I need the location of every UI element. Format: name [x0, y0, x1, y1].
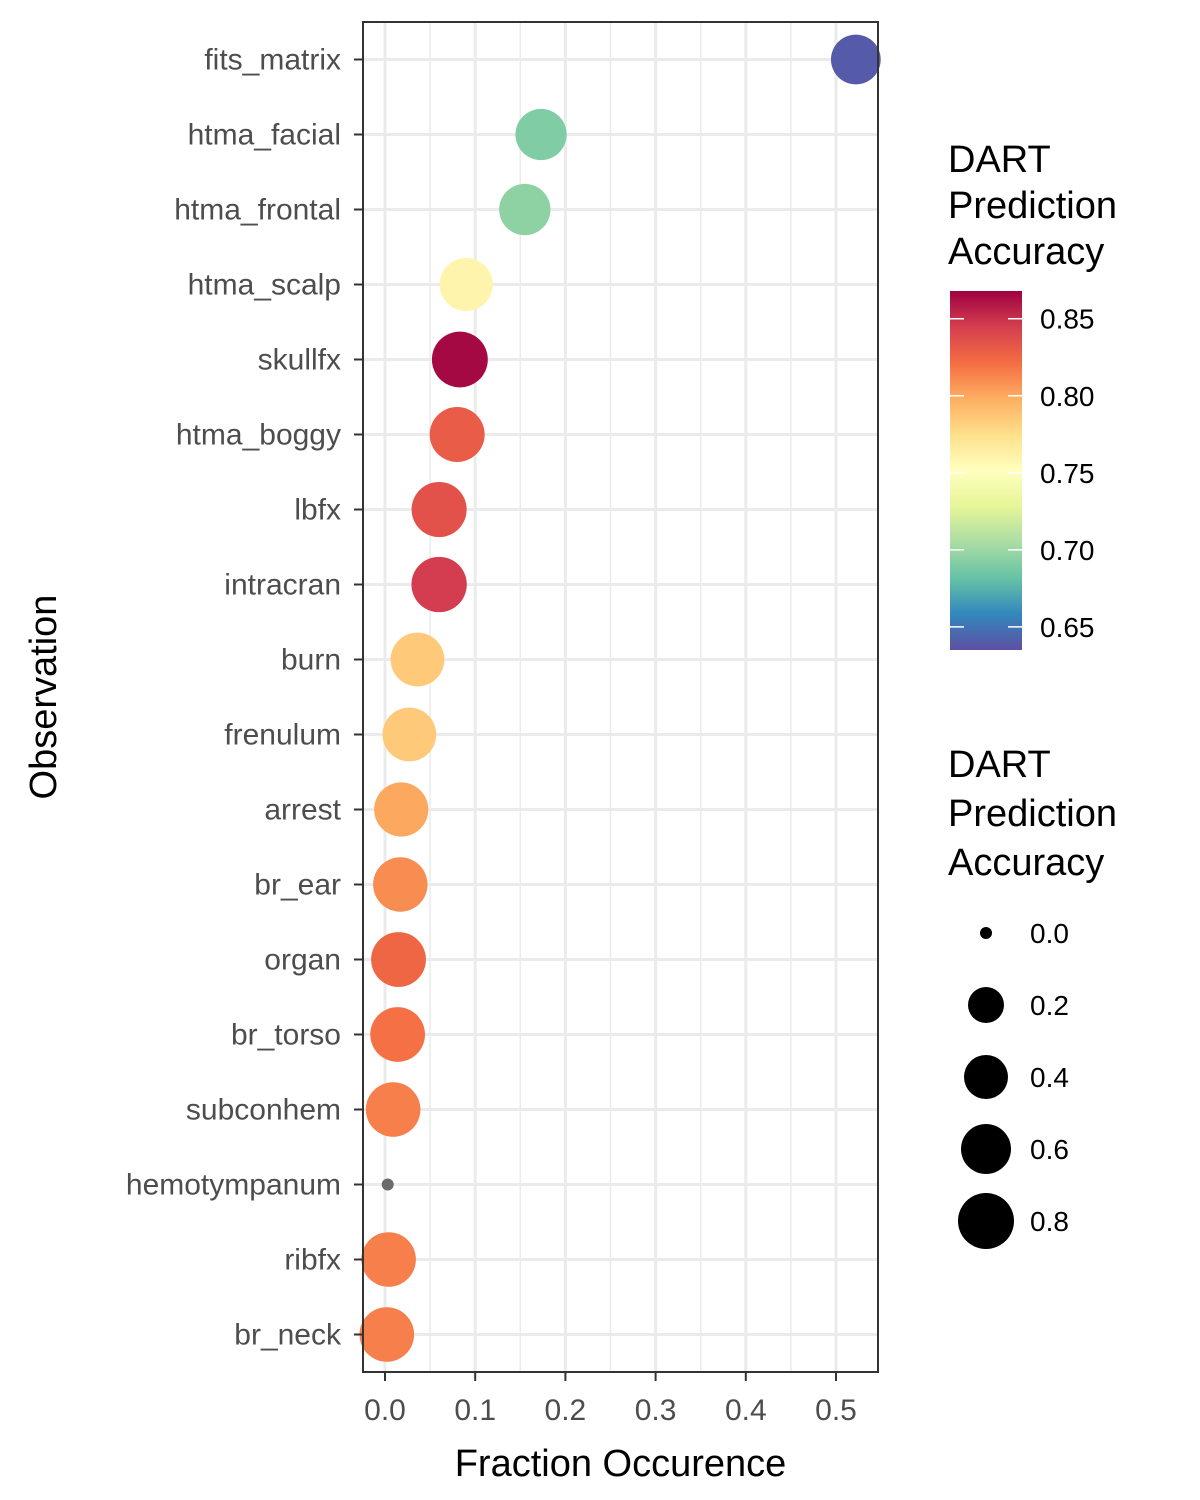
x-tick-label: 0.5: [815, 1394, 857, 1427]
size-legend-title-line: Accuracy: [948, 842, 1104, 884]
size-legend-key: [964, 1055, 1008, 1099]
data-point-fits-matrix: [830, 34, 881, 85]
size-legend-label: 0.4: [1030, 1062, 1069, 1093]
y-tick-label: frenulum: [224, 719, 341, 752]
color-legend-label: 0.75: [1040, 458, 1095, 489]
data-point-br-ear: [373, 857, 428, 912]
data-point-lbfx: [411, 481, 467, 538]
y-tick-label: skullfx: [258, 344, 341, 377]
x-tick-label: 0.0: [364, 1394, 406, 1427]
color-legend-title-line: Accuracy: [948, 231, 1104, 273]
x-tick-label: 0.3: [635, 1394, 677, 1427]
data-points: [359, 34, 881, 1362]
y-tick-label: lbfx: [294, 494, 341, 527]
data-point-br-torso: [370, 1007, 425, 1062]
data-point-organ: [371, 932, 426, 987]
size-legend-label: 0.6: [1030, 1134, 1069, 1165]
size-legend-key: [968, 987, 1004, 1023]
y-axis-title: Observation: [23, 595, 65, 800]
y-tick-label: hemotympanum: [126, 1169, 341, 1202]
x-tick-label: 0.2: [545, 1394, 587, 1427]
y-tick-label: arrest: [264, 794, 341, 827]
y-tick-label: br_ear: [254, 869, 341, 902]
size-legend-title-line: Prediction: [948, 793, 1117, 835]
data-point-htma-facial: [515, 108, 567, 161]
size-legend-key: [958, 1193, 1014, 1249]
size-legend-key: [980, 927, 992, 939]
y-tick-label: fits_matrix: [204, 44, 341, 77]
size-legend-label: 0.0: [1030, 918, 1069, 949]
size-legend-label: 0.8: [1030, 1206, 1069, 1237]
y-tick-label: organ: [264, 944, 341, 977]
color-legend-title-line: Prediction: [948, 185, 1117, 227]
color-legend-label: 0.85: [1040, 304, 1095, 335]
x-tick-label: 0.4: [725, 1394, 767, 1427]
data-point-skullfx: [431, 331, 488, 388]
y-tick-label: burn: [281, 644, 341, 677]
axes: fits_matrix htma_facial htma_frontal htma_s…: [126, 44, 857, 1428]
data-point-htma-scalp: [439, 257, 493, 312]
color-legend-title-line: DART: [948, 139, 1051, 181]
size-legend-title-line: DART: [948, 744, 1051, 786]
y-tick-label: ribfx: [284, 1244, 341, 1277]
y-tick-label: htma_frontal: [174, 194, 341, 227]
y-tick-label: br_torso: [231, 1019, 341, 1052]
x-axis-title: Fraction Occurence: [455, 1443, 787, 1485]
size-legend-key: [961, 1124, 1011, 1174]
data-point-ribfx: [361, 1232, 416, 1287]
color-legend-label: 0.65: [1040, 612, 1095, 643]
size-legend: DART Prediction Accuracy 0.0 0.2 0.4 0.6 0.8: [948, 744, 1117, 1249]
data-point-htma-frontal: [499, 183, 551, 236]
y-tick-label: subconhem: [186, 1094, 341, 1127]
grid-lines: [363, 22, 878, 1372]
data-point-intracran: [411, 556, 467, 613]
data-point-hemotympanum: [381, 1178, 394, 1191]
data-point-arrest: [374, 782, 429, 837]
data-point-br-neck: [359, 1307, 415, 1362]
data-point-htma-boggy: [429, 407, 485, 462]
color-legend-label: 0.80: [1040, 381, 1095, 412]
size-legend-label: 0.2: [1030, 990, 1069, 1021]
data-point-frenulum: [382, 707, 437, 762]
y-tick-label: br_neck: [234, 1319, 342, 1352]
color-legend-label: 0.70: [1040, 535, 1095, 566]
data-point-burn: [390, 632, 445, 687]
y-tick-label: intracran: [224, 569, 341, 602]
y-tick-label: htma_boggy: [176, 419, 341, 452]
plot-panel-border: [362, 21, 879, 1373]
x-tick-label: 0.1: [454, 1394, 496, 1427]
y-tick-label: htma_facial: [188, 119, 341, 152]
color-legend-bar: [950, 291, 1022, 650]
data-point-subconhem: [365, 1082, 421, 1137]
y-tick-label: htma_scalp: [188, 269, 341, 302]
